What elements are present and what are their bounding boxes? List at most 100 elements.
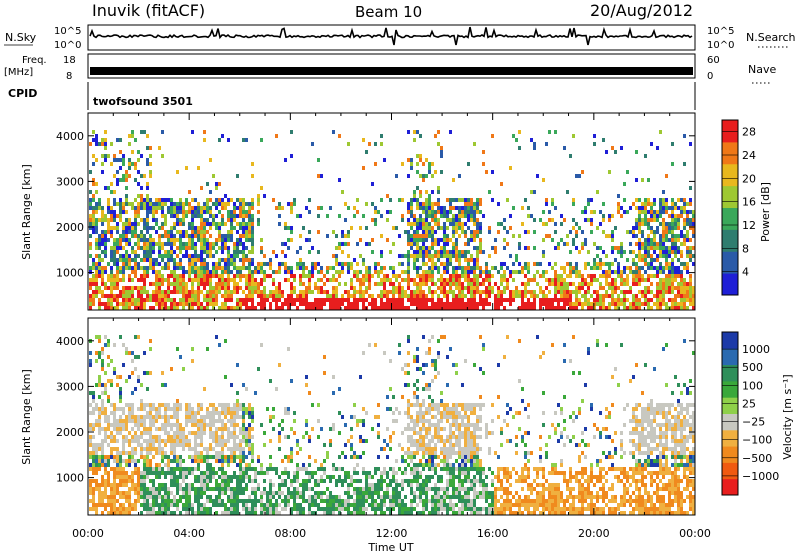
power-cell <box>650 262 653 266</box>
power-cell <box>176 302 179 306</box>
velocity-cell <box>176 483 179 487</box>
power-cell <box>557 282 560 286</box>
cpid-value: twofsound 3501 <box>93 95 193 108</box>
power-cell <box>290 274 293 278</box>
power-cell <box>329 266 332 270</box>
velocity-cell <box>194 423 197 427</box>
power-cell <box>101 290 104 294</box>
power-cell <box>650 274 653 278</box>
velocity-cell <box>158 475 161 479</box>
power-cell <box>431 230 434 234</box>
power-cell <box>452 254 455 258</box>
power-cell <box>407 262 410 266</box>
power-cell <box>428 258 431 262</box>
velocity-cell <box>230 459 233 463</box>
velocity-cell <box>179 459 182 463</box>
velocity-cell <box>182 471 185 475</box>
velocity-cell <box>254 499 257 503</box>
velocity-cell <box>152 507 155 511</box>
velocity-cell <box>218 439 221 443</box>
power-cell <box>116 226 119 230</box>
power-cell <box>527 230 530 234</box>
velocity-cell <box>89 487 92 491</box>
power-cell <box>125 186 128 190</box>
power-cell <box>446 290 449 294</box>
power-cell <box>476 246 479 250</box>
velocity-cell <box>224 487 227 491</box>
power-cell <box>692 234 695 238</box>
power-cell <box>239 210 242 214</box>
velocity-cell <box>251 415 254 419</box>
velocity-cell <box>185 439 188 443</box>
velocity-cell <box>89 483 92 487</box>
velocity-cell <box>203 415 206 419</box>
velocity-cell <box>128 479 131 483</box>
power-cell <box>251 286 254 290</box>
power-cell <box>443 266 446 270</box>
velocity-cell <box>158 407 161 411</box>
power-cell <box>242 246 245 250</box>
power-cell <box>572 202 575 206</box>
power-cell <box>677 282 680 286</box>
power-cell <box>242 266 245 270</box>
power-cell <box>626 170 629 174</box>
power-cell <box>431 162 434 166</box>
velocity-cell <box>149 411 152 415</box>
power-cell <box>242 262 245 266</box>
velocity-cell <box>146 503 149 507</box>
velocity-cell <box>128 415 131 419</box>
power-cell <box>125 170 128 174</box>
power-cell <box>497 294 500 298</box>
power-cell <box>479 302 482 306</box>
velocity-cell <box>254 495 257 499</box>
power-cell <box>248 214 251 218</box>
velocity-cell <box>326 495 329 499</box>
power-cell <box>623 282 626 286</box>
velocity-cell <box>236 511 239 515</box>
power-cell <box>452 214 455 218</box>
velocity-cell <box>158 487 161 491</box>
power-cell <box>284 270 287 274</box>
power-cell <box>242 206 245 210</box>
velocity-cell <box>248 447 251 451</box>
velocity-cell <box>335 507 338 511</box>
power-cell <box>146 214 149 218</box>
power-cell <box>632 282 635 286</box>
velocity-cell <box>116 383 119 387</box>
power-cell <box>149 206 152 210</box>
velocity-cell <box>98 355 101 359</box>
power-cell <box>224 298 227 302</box>
power-cell <box>680 234 683 238</box>
velocity-cell <box>242 507 245 511</box>
power-cell <box>464 270 467 274</box>
power-cell <box>119 258 122 262</box>
power-cell <box>374 306 377 310</box>
power-cell <box>611 214 614 218</box>
power-cell <box>476 234 479 238</box>
power-cell <box>455 258 458 262</box>
power-cell <box>551 218 554 222</box>
velocity-cell <box>125 495 128 499</box>
power-cell <box>245 202 248 206</box>
power-colorbar-tick-label: 4 <box>742 266 749 279</box>
power-cell <box>353 298 356 302</box>
velocity-cell <box>200 419 203 423</box>
power-cell <box>299 266 302 270</box>
velocity-cell <box>302 491 305 495</box>
power-cell <box>614 290 617 294</box>
power-cell <box>638 298 641 302</box>
power-cell <box>329 278 332 282</box>
power-cell <box>104 154 107 158</box>
power-cell <box>194 246 197 250</box>
power-cell <box>155 290 158 294</box>
velocity-cell <box>110 383 113 387</box>
power-cell <box>419 298 422 302</box>
power-cell <box>626 210 629 214</box>
velocity-cell <box>236 475 239 479</box>
power-cell <box>431 226 434 230</box>
velocity-cell <box>110 491 113 495</box>
power-cell <box>671 242 674 246</box>
velocity-cell <box>170 499 173 503</box>
velocity-cell <box>218 467 221 471</box>
velocity-cell <box>131 459 134 463</box>
